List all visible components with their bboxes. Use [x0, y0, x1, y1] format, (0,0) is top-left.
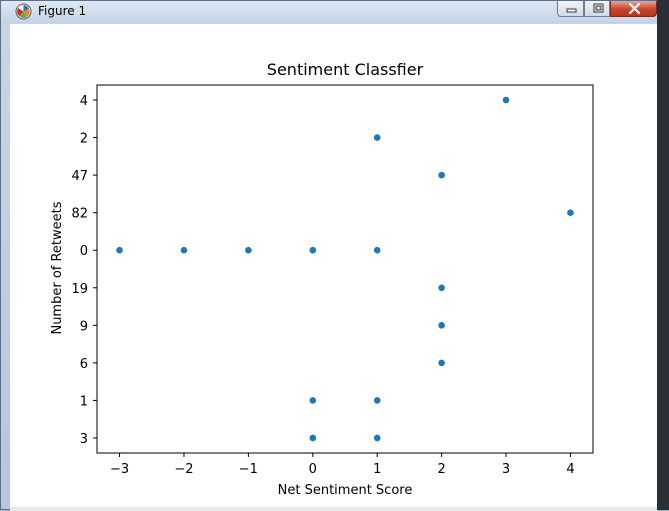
y-tick-label: 0 [80, 244, 88, 259]
scatter-point [373, 246, 381, 254]
x-axis-label: Net Sentiment Score [278, 483, 413, 498]
x-tick-label: 2 [437, 462, 445, 477]
y-tick-label: 6 [80, 357, 88, 372]
scatter-point [438, 171, 445, 179]
scatter-point [309, 434, 317, 442]
title-bar[interactable]: Figure 1 [1, 1, 668, 23]
x-axis: −3 −2 −1 0 1 2 3 4 [110, 453, 575, 477]
scatter-point [373, 397, 381, 404]
y-tick-label: 82 [71, 207, 88, 222]
window-title: Figure 1 [38, 4, 87, 18]
plot-area [96, 84, 594, 454]
y-tick-label: 9 [80, 319, 88, 334]
y-tick-label: 4 [80, 94, 88, 109]
y-tick-label: 2 [80, 132, 88, 147]
y-tick-label: 1 [80, 394, 88, 409]
figure-canvas: Sentiment Classfier Net Sentiment Score … [10, 24, 658, 507]
y-tick-label: 47 [71, 169, 88, 184]
minimize-icon [566, 8, 577, 13]
scatter-point [502, 96, 510, 104]
close-icon [628, 2, 641, 15]
x-tick-label: −1 [239, 462, 258, 477]
scatter-point [438, 322, 445, 329]
scatter-point [309, 397, 317, 404]
minimize-button[interactable] [557, 1, 584, 17]
maximize-icon [593, 3, 604, 13]
scatter-point [245, 246, 252, 254]
scatter-point [373, 434, 381, 442]
scatter-point [438, 359, 445, 367]
toolbar-strip [10, 507, 658, 511]
scatter-chart: Sentiment Classfier Net Sentiment Score … [50, 60, 594, 498]
maximize-button[interactable] [584, 1, 610, 17]
y-axis: 3 1 6 9 19 0 82 47 2 4 [71, 94, 97, 447]
y-tick-label: 19 [71, 282, 88, 297]
x-tick-label: −2 [174, 462, 193, 477]
matplotlib-icon [15, 3, 32, 20]
y-tick-label: 3 [80, 432, 88, 447]
close-button[interactable] [610, 1, 657, 17]
background-window-edge [657, 0, 669, 510]
scatter-point [116, 246, 123, 254]
scatter-point [373, 134, 381, 141]
scatter-points [116, 96, 574, 442]
scatter-point [438, 284, 445, 292]
scatter-point [567, 209, 574, 216]
scatter-point [180, 246, 188, 254]
x-tick-label: 4 [566, 462, 574, 477]
x-tick-label: 3 [502, 462, 510, 477]
chart-title: Sentiment Classfier [267, 60, 424, 79]
scatter-point [309, 246, 317, 254]
x-tick-label: 1 [373, 462, 381, 477]
x-tick-label: 0 [309, 462, 317, 477]
x-tick-label: −3 [110, 462, 129, 477]
y-axis-label: Number of Retweets [50, 201, 65, 334]
